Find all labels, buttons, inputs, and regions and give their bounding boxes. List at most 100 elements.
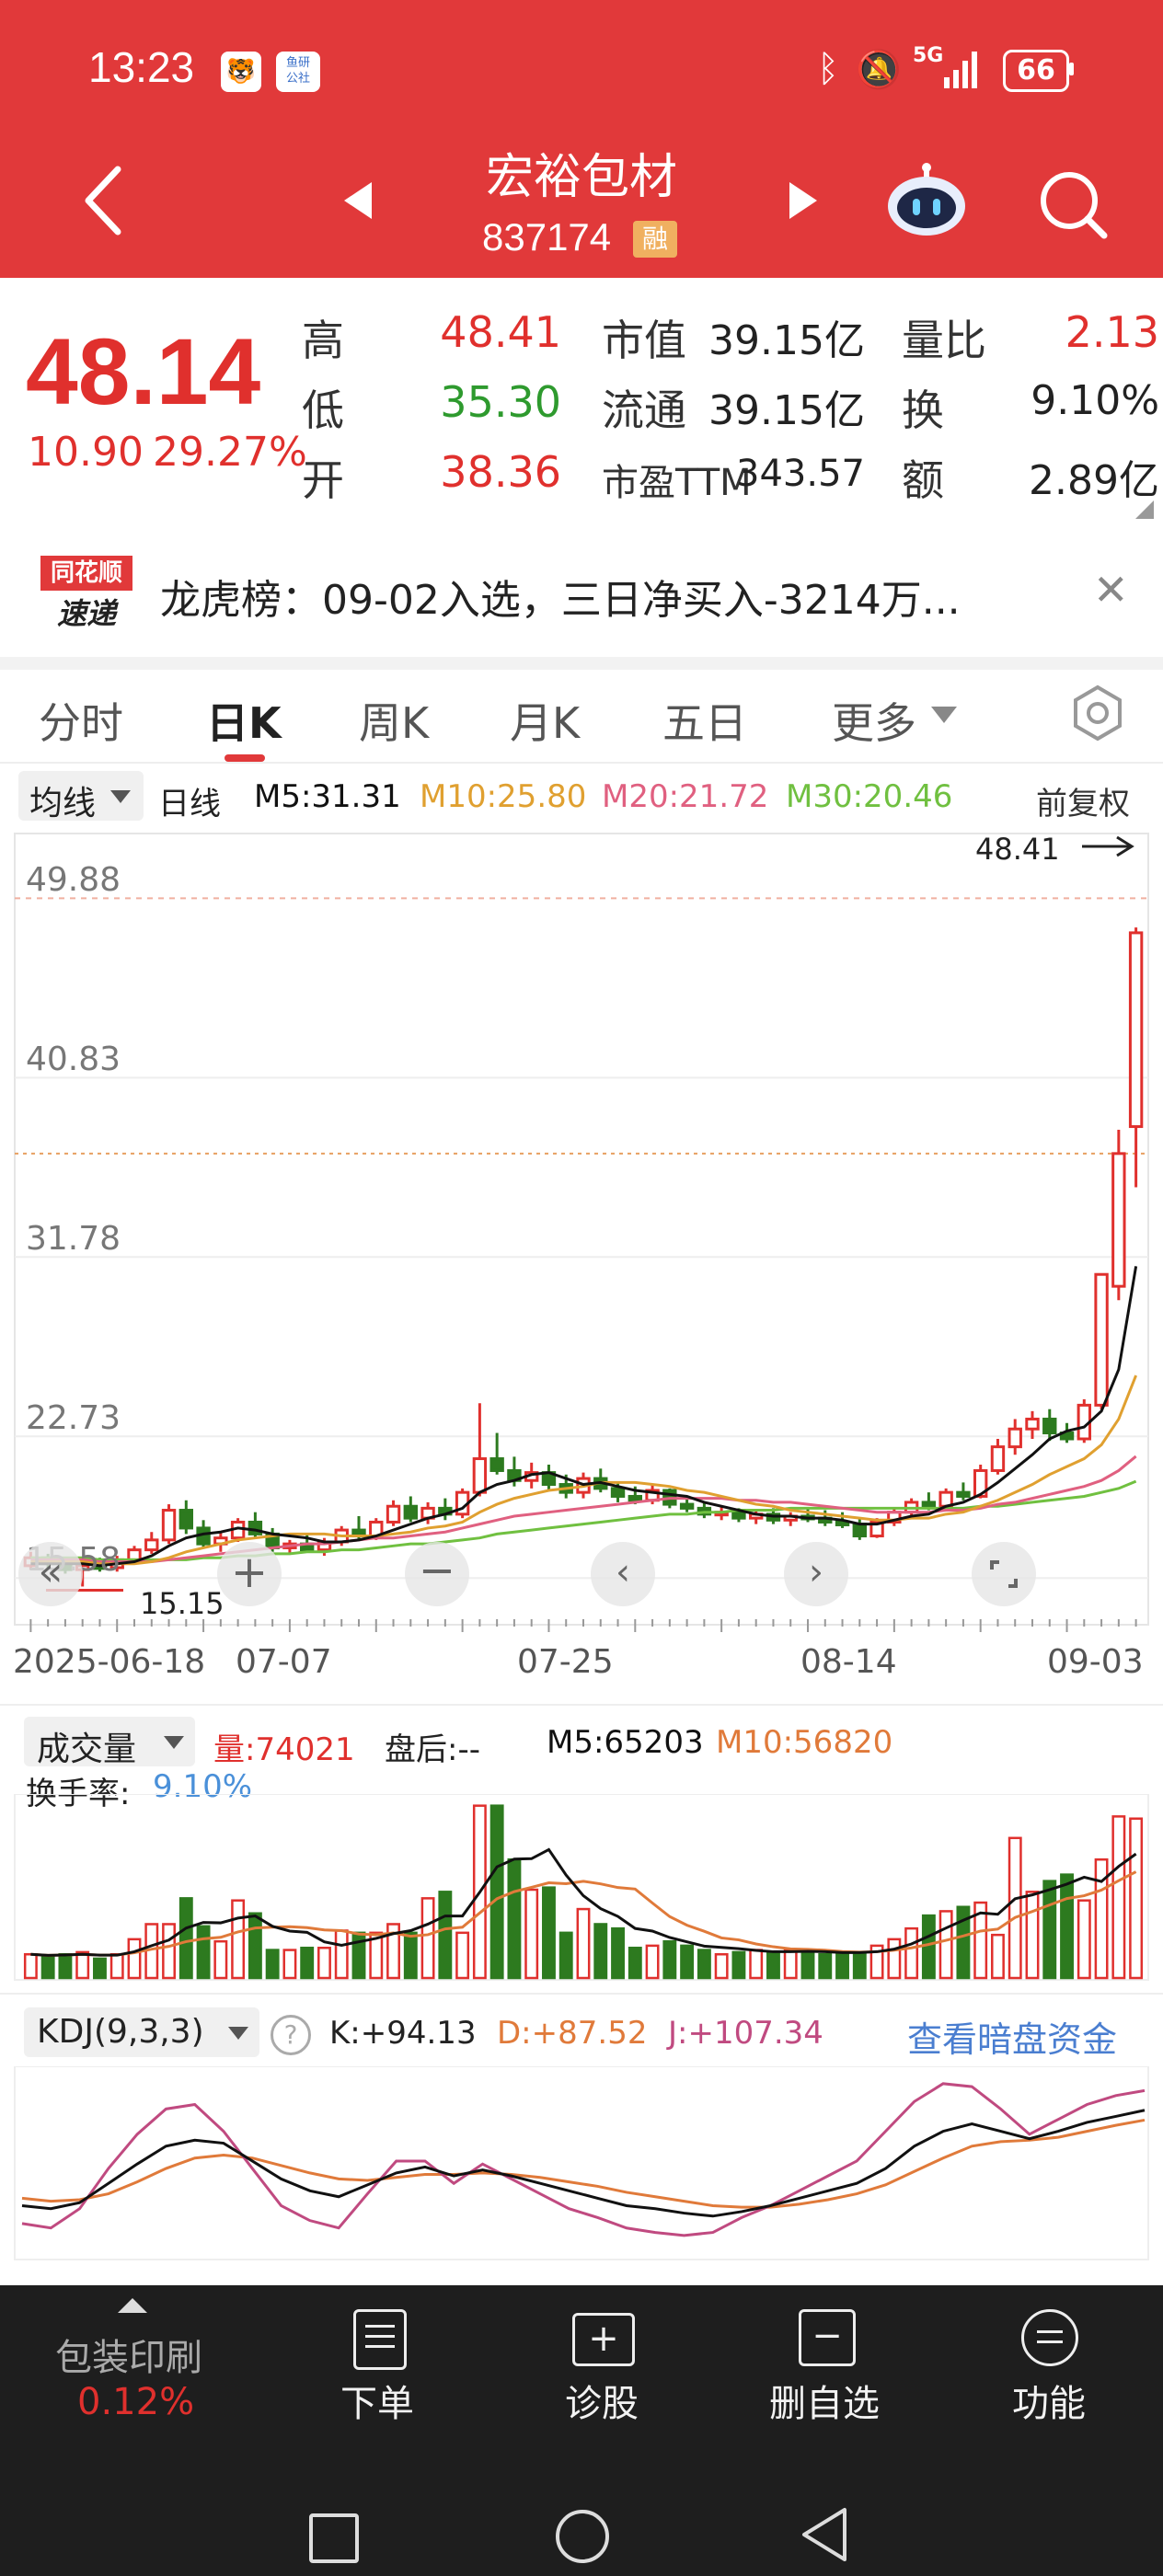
diagnose-button[interactable]: 诊股 bbox=[565, 2383, 639, 2425]
y-tick-label: 31.78 bbox=[26, 1220, 121, 1259]
volume-frame bbox=[14, 1794, 1149, 1981]
tab-daily-k[interactable]: 日K bbox=[206, 698, 282, 748]
margin-badge: 融 bbox=[633, 221, 677, 258]
candle-body bbox=[835, 1520, 850, 1526]
status-time: 13:23 bbox=[88, 43, 195, 91]
volume-bar bbox=[23, 1952, 38, 1980]
y-tick-label: 40.83 bbox=[26, 1041, 121, 1079]
tab-more[interactable]: 更多 bbox=[832, 698, 916, 748]
scroll-right-button[interactable]: › bbox=[784, 1542, 848, 1606]
ma-period: 日线 bbox=[158, 786, 221, 822]
battery-tip bbox=[1069, 63, 1074, 75]
help-icon[interactable]: ? bbox=[271, 2015, 311, 2055]
kdj-chart[interactable] bbox=[0, 2066, 1163, 2269]
x-tick-label: 08-14 bbox=[800, 1643, 897, 1681]
notification-app-icon: 🐯 bbox=[221, 52, 261, 92]
volume-bar bbox=[611, 1926, 625, 1980]
settings-icon[interactable] bbox=[1069, 684, 1126, 742]
close-icon[interactable]: ✕ bbox=[1093, 565, 1129, 615]
volume-bar bbox=[386, 1923, 400, 1980]
candle-body bbox=[973, 1468, 988, 1498]
volume-bar bbox=[178, 1897, 193, 1980]
volume-bar bbox=[1060, 1873, 1074, 1980]
high-value: 48.41 bbox=[440, 307, 561, 357]
next-stock-button[interactable] bbox=[788, 180, 819, 221]
tab-five-day[interactable]: 五日 bbox=[662, 698, 747, 748]
volume-chart[interactable] bbox=[0, 1794, 1163, 1987]
volume-bar bbox=[680, 1944, 695, 1980]
volume-bar bbox=[300, 1946, 315, 1980]
dark-pool-link[interactable]: 查看暗盘资金 bbox=[907, 2019, 1118, 2060]
expand-corner-icon[interactable] bbox=[1135, 500, 1154, 519]
x-tick-label: 2025-06-18 bbox=[13, 1643, 206, 1681]
candlestick-chart[interactable] bbox=[0, 828, 1163, 1656]
volume-bar bbox=[1129, 1817, 1144, 1980]
low-value: 35.30 bbox=[440, 377, 561, 427]
scroll-left-fast-icon[interactable]: « bbox=[18, 1542, 83, 1606]
fullscreen-button[interactable] bbox=[972, 1542, 1036, 1606]
x-tick-label: 07-25 bbox=[517, 1643, 614, 1681]
volume-bar bbox=[1042, 1880, 1057, 1980]
adjust-mode[interactable]: 前复权 bbox=[1036, 786, 1130, 822]
scroll-left-button[interactable]: ‹ bbox=[591, 1542, 655, 1606]
volume-bar bbox=[351, 1931, 366, 1980]
prev-stock-button[interactable] bbox=[342, 180, 374, 221]
volume-bar bbox=[162, 1923, 176, 1980]
home-button[interactable] bbox=[556, 2510, 609, 2563]
system-back-button[interactable] bbox=[800, 2506, 848, 2563]
volume-bar bbox=[731, 1950, 746, 1980]
divider bbox=[0, 657, 1163, 670]
volume-bar bbox=[1111, 1815, 1126, 1980]
ma-selector[interactable]: 均线 bbox=[18, 771, 144, 822]
diagnose-icon: + bbox=[572, 2313, 635, 2366]
volume-bar bbox=[109, 1952, 124, 1980]
volume-bar bbox=[403, 1931, 418, 1980]
sector-name[interactable]: 包装印刷 bbox=[55, 2337, 202, 2379]
candle-body bbox=[127, 1548, 142, 1561]
candle-body bbox=[161, 1509, 177, 1542]
remove-watchlist-icon: − bbox=[799, 2309, 856, 2366]
turnover-value: 9.10% bbox=[1031, 377, 1159, 424]
zoom-in-button[interactable]: + bbox=[217, 1542, 282, 1606]
open-label: 开 bbox=[302, 455, 344, 505]
volume-value: 量:74021 bbox=[213, 1731, 355, 1768]
candle-body bbox=[144, 1538, 159, 1552]
volume-bar bbox=[213, 1939, 228, 1980]
tab-intraday[interactable]: 分时 bbox=[39, 698, 123, 748]
volume-bar bbox=[1025, 1891, 1040, 1980]
robot-assistant-icon[interactable] bbox=[885, 162, 968, 239]
volume-bar bbox=[766, 1950, 780, 1980]
volume-bar bbox=[40, 1955, 55, 1980]
functions-button[interactable]: 功能 bbox=[1012, 2383, 1086, 2425]
remove-watchlist-button[interactable]: 删自选 bbox=[769, 2383, 880, 2425]
max-arrow-head bbox=[1116, 835, 1134, 857]
kdj-d-value: D:+87.52 bbox=[497, 2015, 648, 2052]
current-price: 48.14 bbox=[26, 319, 261, 424]
search-icon[interactable] bbox=[1036, 167, 1110, 241]
volume-bar bbox=[75, 1950, 90, 1980]
tab-weekly-k[interactable]: 周K bbox=[359, 698, 430, 748]
order-icon bbox=[353, 2309, 407, 2370]
tab-monthly-k[interactable]: 月K bbox=[510, 698, 581, 748]
vol-ratio-label: 量比 bbox=[902, 316, 986, 365]
candle-body bbox=[956, 1490, 971, 1498]
volume-bar bbox=[196, 1925, 211, 1980]
candle-body bbox=[1094, 1272, 1109, 1407]
price-change: 10.90 bbox=[28, 429, 144, 476]
x-tick-label: 07-07 bbox=[236, 1643, 332, 1681]
recent-apps-button[interactable] bbox=[309, 2513, 359, 2563]
news-logo-top: 同花顺 bbox=[40, 556, 132, 591]
zoom-out-button[interactable]: − bbox=[405, 1542, 469, 1606]
volume-bar bbox=[714, 1952, 729, 1980]
panel-divider-2 bbox=[0, 1993, 1163, 1995]
candle-body bbox=[679, 1502, 695, 1510]
candle-body bbox=[1111, 1152, 1126, 1288]
back-button[interactable] bbox=[81, 164, 125, 237]
kdj-k-line bbox=[21, 2109, 1146, 2218]
kdj-selector[interactable]: KDJ(9,3,3) bbox=[24, 2007, 259, 2057]
volume-bar bbox=[593, 1923, 608, 1980]
order-button[interactable]: 下单 bbox=[340, 2383, 414, 2425]
volume-selector[interactable]: 成交量 bbox=[24, 1717, 195, 1768]
news-headline[interactable]: 龙虎榜：09-02入选，三日净买入-3214万... bbox=[160, 577, 961, 624]
candle-body bbox=[1128, 931, 1144, 1129]
